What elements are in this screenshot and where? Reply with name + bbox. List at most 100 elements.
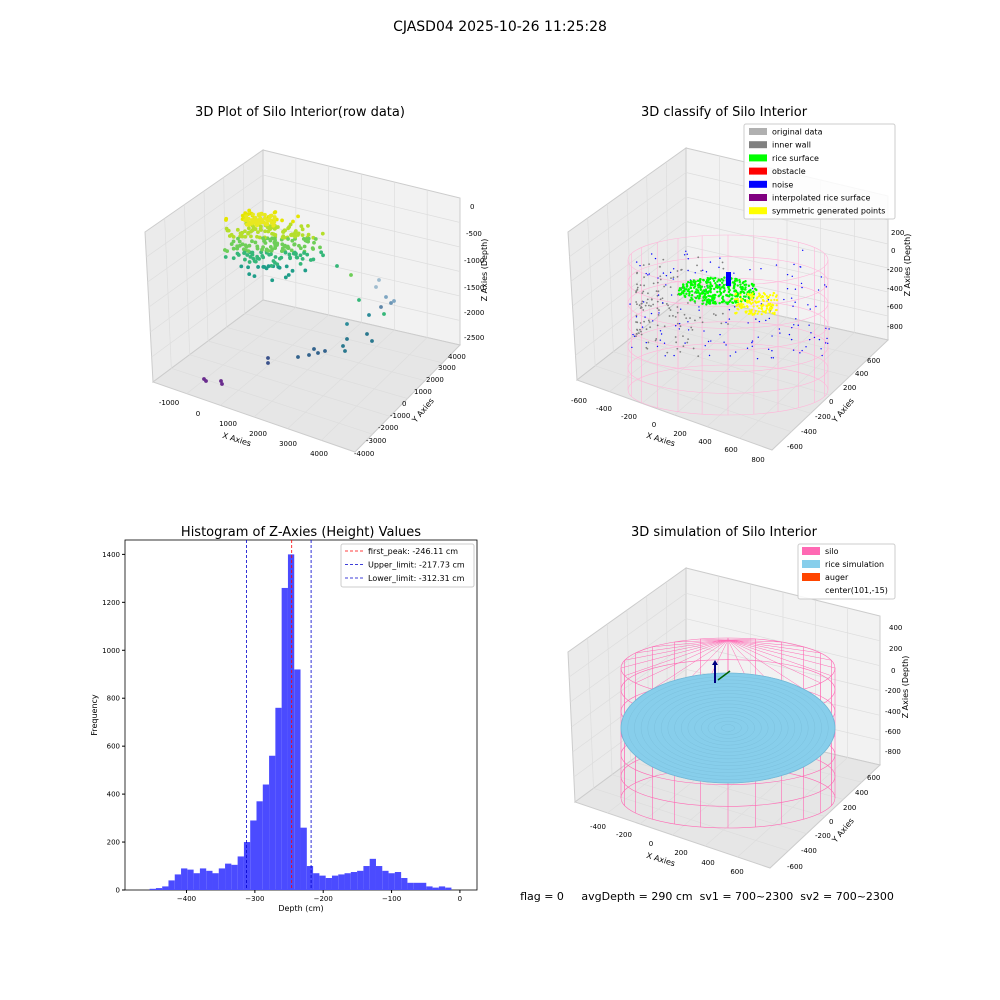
- classify-y-ticks: -600 -400 -200 0 200 400 600: [787, 357, 880, 451]
- rice-surface-point: [747, 284, 751, 288]
- raw-point: [296, 355, 300, 359]
- histogram-bar: [155, 888, 163, 890]
- x-tick-label: −400: [177, 895, 196, 903]
- noise-point: [660, 333, 663, 335]
- raw-point: [255, 244, 260, 249]
- rice-surface-point: [739, 285, 742, 289]
- noise-point: [826, 337, 828, 340]
- raw-point: [357, 298, 361, 302]
- inner-wall-point: [639, 322, 642, 324]
- histogram-bar: [287, 554, 295, 890]
- raw-point: [243, 257, 247, 262]
- symmetric-point: [745, 301, 749, 304]
- raw-point: [300, 233, 305, 238]
- noise-point: [687, 269, 689, 272]
- histogram-bar: [294, 669, 301, 890]
- silo-roof-wire: [624, 639, 729, 661]
- noise-point: [686, 253, 688, 255]
- histogram-legend: first_peak: -246.11 cm Upper_limit: -217.…: [340, 543, 475, 588]
- inner-wall-point: [645, 302, 648, 304]
- noise-point: [746, 347, 749, 349]
- symmetric-point: [748, 299, 751, 303]
- legend-swatch: [749, 180, 767, 188]
- symmetric-point: [771, 294, 775, 297]
- raw-point: [272, 220, 277, 224]
- rice-surface-point: [682, 283, 685, 286]
- raw-point: [300, 257, 305, 261]
- inner-wall-point: [696, 264, 698, 267]
- simulation-z-tick: -600: [885, 728, 901, 736]
- noise-point: [723, 341, 725, 343]
- raw-point: [229, 242, 234, 246]
- noise-point: [673, 354, 675, 357]
- symmetric-point: [748, 312, 752, 315]
- inner-wall-point: [635, 332, 638, 335]
- raw-point: [235, 244, 240, 249]
- rice-surface-point: [708, 302, 711, 305]
- raw-point: [224, 218, 228, 222]
- raw-3d-axes: [144, 149, 461, 453]
- noise-point: [663, 342, 666, 344]
- noise-point: [821, 354, 823, 357]
- symmetric-point: [754, 301, 758, 304]
- legend-label: noise: [772, 180, 793, 189]
- rice-surface-point: [733, 284, 736, 288]
- rice-surface-point: [689, 299, 692, 302]
- classify-x-label: X Axies: [645, 431, 676, 448]
- rice-surface-point: [688, 292, 691, 295]
- raw-point: [246, 226, 251, 231]
- inner-wall-point: [721, 261, 724, 264]
- symmetric-point: [745, 310, 748, 313]
- rice-surface-point: [689, 286, 692, 289]
- rice-surface-point: [699, 288, 702, 291]
- noise-point: [639, 264, 641, 267]
- rice-surface-point: [714, 281, 717, 285]
- raw-point: [256, 265, 261, 269]
- raw-point: [287, 252, 292, 257]
- rice-surface-point: [702, 279, 705, 282]
- rice-surface-point: [702, 291, 705, 295]
- rice-surface-point: [697, 291, 700, 294]
- symmetric-point: [734, 292, 738, 295]
- classify-x-ticks: -600 -400 -200 0 200 400 600 800: [571, 397, 765, 464]
- raw-point: [223, 248, 227, 252]
- symmetric-point: [762, 291, 765, 295]
- raw-point: [392, 299, 396, 303]
- raw-point: [384, 295, 388, 299]
- raw-point: [382, 312, 386, 316]
- raw-point: [255, 219, 260, 224]
- noise-point: [800, 282, 803, 285]
- raw-point: [286, 246, 291, 251]
- x-tick-label: −300: [245, 895, 264, 903]
- rice-surface-point: [734, 301, 737, 304]
- noise-point: [733, 272, 735, 274]
- histogram-bar: [338, 874, 345, 890]
- symmetric-point: [772, 291, 775, 295]
- histogram-x-label: Depth (cm): [278, 904, 323, 913]
- noise-point: [790, 297, 793, 299]
- histogram-bar: [413, 882, 420, 890]
- classify-y-tick: 0: [829, 398, 833, 406]
- noise-point: [683, 254, 686, 256]
- raw-point: [235, 227, 240, 232]
- symmetric-point: [758, 295, 761, 298]
- y-tick-label: 800: [107, 695, 120, 703]
- silo-roof-wire: [727, 638, 756, 641]
- inner-wall-point: [697, 256, 700, 259]
- grid-line: [737, 757, 848, 858]
- simulation-z-tick: -400: [885, 708, 901, 716]
- simulation-x-label: X Axies: [645, 851, 676, 868]
- simulation-rice-surface: [620, 672, 836, 784]
- raw-y-ticks: -4000 -3000 -2000 -1000 0 1000 2000 3000…: [354, 353, 466, 458]
- inner-wall-point: [692, 347, 695, 350]
- inner-wall-point: [635, 335, 637, 338]
- rice-surface-point: [740, 287, 744, 291]
- raw-point: [243, 211, 248, 216]
- inner-wall-point: [646, 298, 649, 301]
- raw-point: [341, 344, 345, 348]
- grid-line: [151, 274, 264, 358]
- raw-point: [263, 241, 268, 245]
- symmetric-point: [774, 309, 777, 312]
- raw-point: [246, 265, 250, 270]
- histogram-bar: [262, 784, 270, 890]
